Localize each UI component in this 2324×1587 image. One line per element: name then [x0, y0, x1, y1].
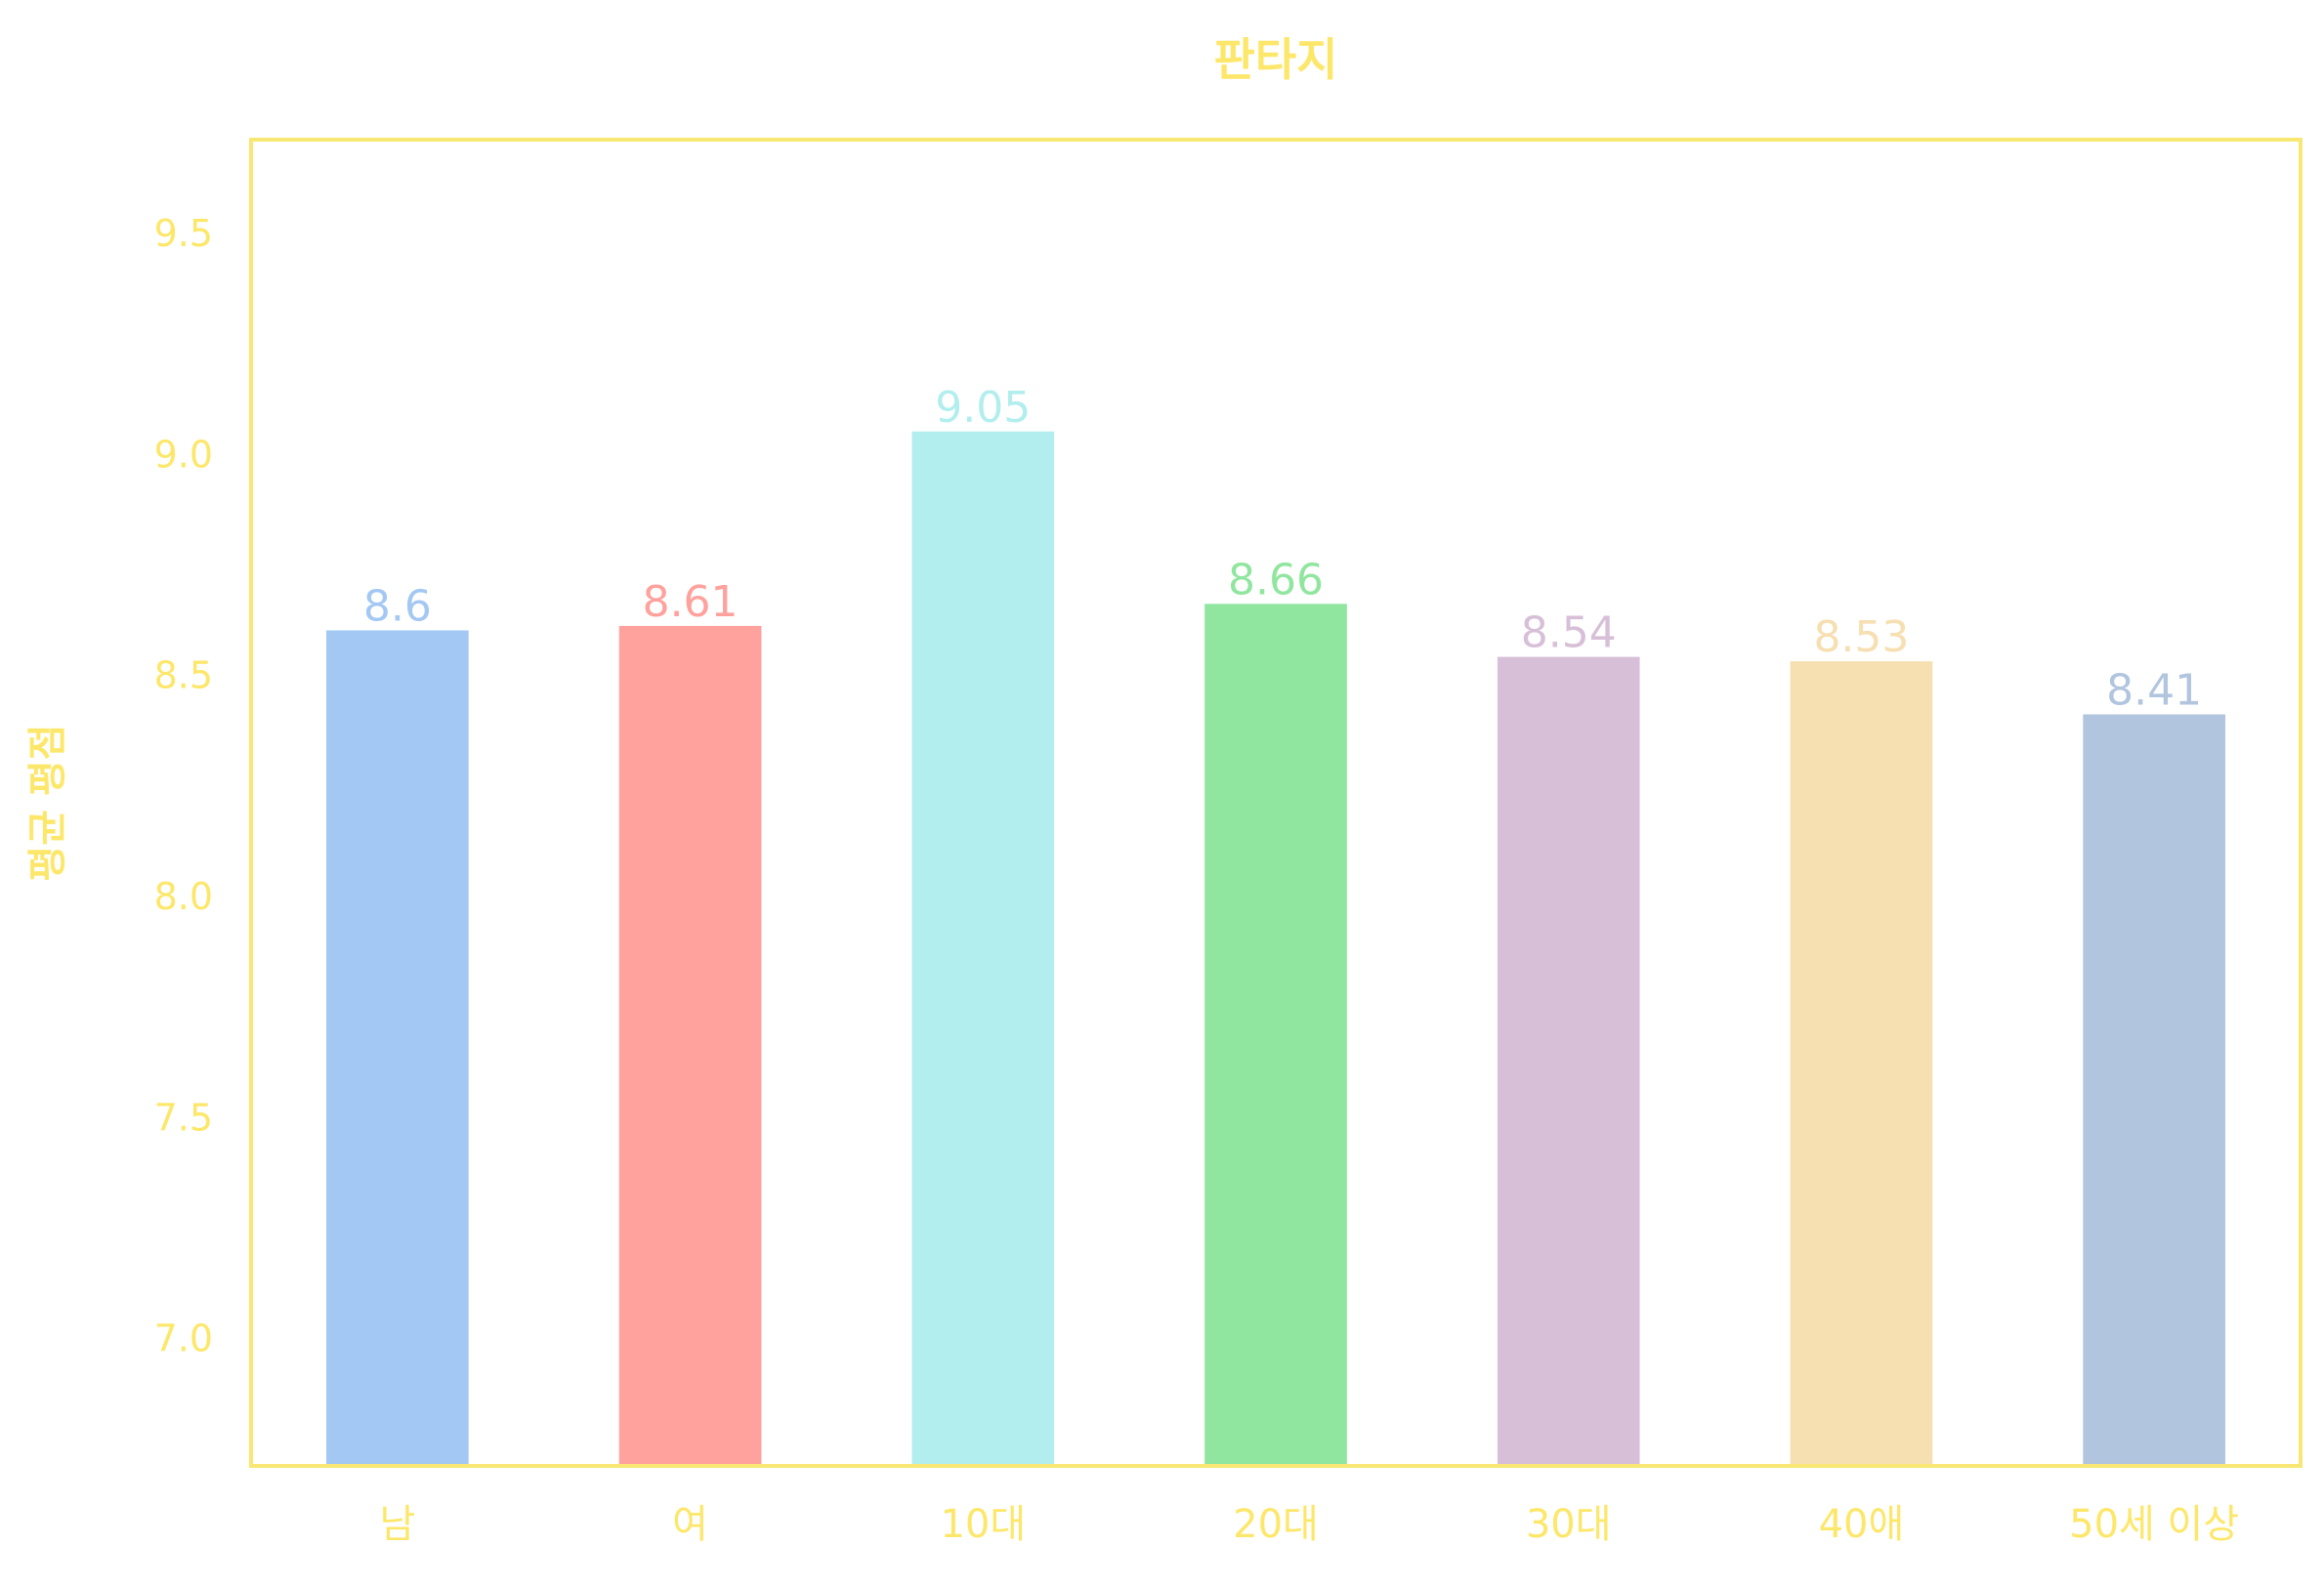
bar-value-label: 9.05: [935, 383, 1031, 433]
plot-frame: [249, 138, 2303, 1468]
y-tick-label: 8.0: [154, 875, 213, 918]
bar: [1497, 656, 1640, 1466]
x-tick-label: 20대: [1233, 1502, 1319, 1547]
y-tick-label: 7.5: [154, 1096, 213, 1139]
chart-title: 판타지: [1214, 33, 1338, 86]
x-tick-label: 40애: [1819, 1502, 1905, 1547]
bar: [1790, 661, 1933, 1466]
y-tick-label: 9.0: [154, 433, 213, 476]
bar: [326, 630, 469, 1466]
y-axis-label-group: 평균 평점: [25, 724, 70, 881]
y-tick-label: 9.5: [154, 212, 213, 255]
x-tick-label: 10대: [940, 1502, 1026, 1547]
bar-value-label: 8.6: [363, 581, 432, 631]
y-tick-label: 8.5: [154, 654, 213, 697]
bar: [911, 431, 1055, 1466]
bar-value-label: 8.61: [643, 577, 739, 627]
value-labels: 8.6 8.61 9.05 8.66 8.54 8.53 8.41: [363, 383, 2202, 716]
bar: [2083, 714, 2225, 1466]
x-tick-labels: 남 여 10대 20대 30대 40애 50세 이상: [379, 1502, 2239, 1547]
x-tick-label: 남: [379, 1502, 415, 1547]
bars: [326, 431, 2225, 1466]
y-tick-labels: 7.0 7.5 8.0 8.5 9.0 9.5: [154, 212, 213, 1360]
bar: [1204, 604, 1347, 1466]
bar: [618, 625, 762, 1466]
x-tick-label: 여: [672, 1502, 708, 1547]
x-tick-label: 30대: [1526, 1502, 1612, 1547]
y-axis-label: 평균 평점: [25, 724, 70, 881]
bar-value-label: 8.66: [1228, 555, 1324, 605]
bar-value-label: 8.53: [1813, 612, 1909, 662]
bar-value-label: 8.41: [2106, 665, 2202, 715]
x-tick-label: 50세 이상: [2069, 1502, 2239, 1547]
y-tick-label: 7.0: [154, 1317, 213, 1360]
bar-value-label: 8.54: [1521, 608, 1617, 658]
